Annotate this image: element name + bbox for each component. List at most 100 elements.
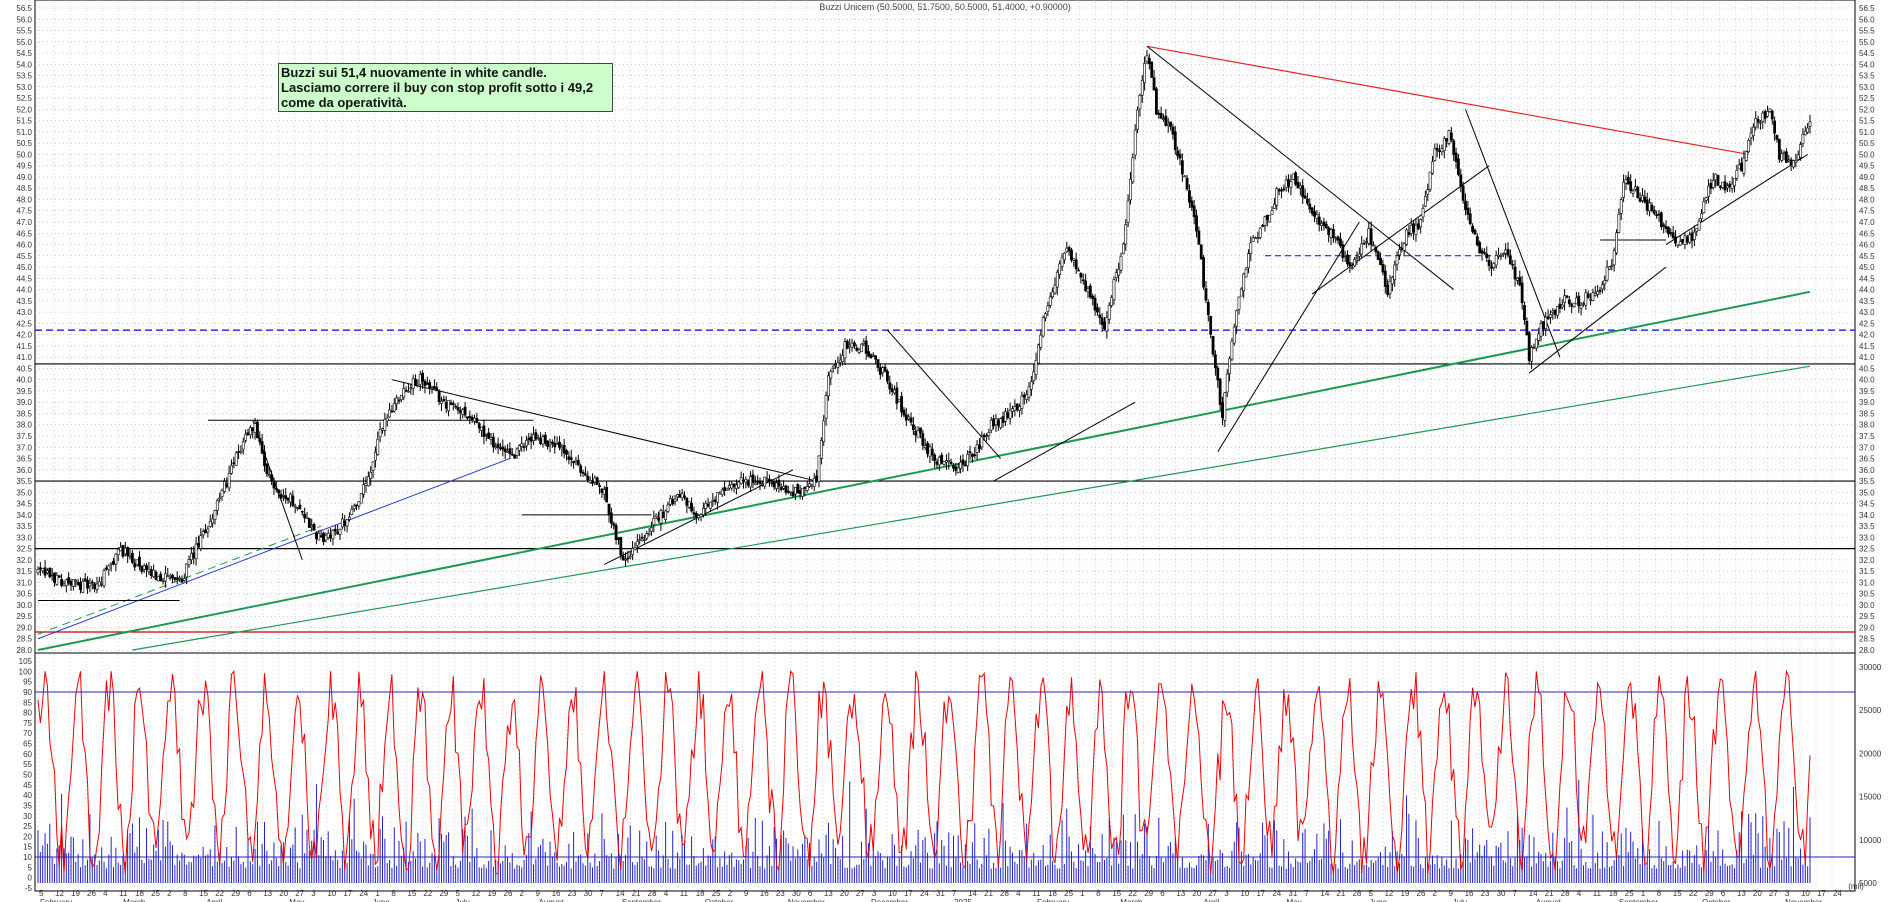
candle-body [1362, 243, 1366, 245]
candle-body [1761, 112, 1765, 122]
candle-body [494, 446, 498, 449]
candle-body [1697, 220, 1701, 231]
candle-body [1648, 202, 1651, 212]
candle-body [1553, 309, 1557, 315]
day-tick: 13 [1176, 889, 1185, 898]
candle-body [1350, 267, 1354, 269]
candle-body [683, 495, 686, 498]
day-tick: 30 [792, 889, 801, 898]
candle-body [1155, 88, 1158, 115]
candle-body [779, 487, 783, 490]
price-tick-right: 56.5 [1859, 4, 1875, 13]
candle-body [1789, 159, 1793, 166]
candle-body [1171, 126, 1175, 135]
candle-body [324, 534, 328, 541]
volume-tick: 20000 [1859, 749, 1882, 758]
month-label: November [788, 898, 825, 902]
candle-body [1357, 253, 1361, 257]
candle-body [1100, 317, 1104, 325]
candle-body [1390, 276, 1394, 285]
candle-body [1662, 224, 1666, 227]
candle-body [657, 517, 660, 521]
trend-line-black [1665, 153, 1808, 245]
candle-body [366, 476, 370, 486]
candle-body [676, 494, 679, 498]
price-tick-left: 45.0 [16, 263, 32, 272]
day-tick: 31 [1288, 889, 1297, 898]
candle-body [626, 557, 630, 560]
candle-body [1275, 188, 1279, 206]
candle-body [1457, 158, 1460, 175]
candle-body [831, 366, 835, 369]
candle-body [241, 441, 245, 450]
day-tick: 28 [648, 889, 657, 898]
candle-body [1287, 179, 1290, 187]
price-tick-left: 38.0 [16, 421, 32, 430]
volume-unit-label: (mil) [1848, 882, 1864, 891]
candle-body [1015, 403, 1019, 411]
candle-body [1426, 189, 1430, 195]
candle-body [968, 451, 972, 454]
candle-body [305, 516, 309, 519]
note-line-3: come da operatività. [281, 95, 407, 110]
volume-tick: 15000 [1859, 793, 1882, 802]
candle-body [1204, 288, 1208, 301]
day-tick: 9 [744, 889, 749, 898]
candle-body [1020, 395, 1024, 409]
candle-body [1296, 181, 1300, 189]
candle-body [1669, 232, 1673, 234]
candle-body [1667, 227, 1670, 235]
price-tick-right: 36.0 [1859, 466, 1875, 475]
candle-body [213, 510, 217, 520]
candle-body [1183, 175, 1187, 178]
candle-body [586, 475, 590, 481]
candle-body [1780, 153, 1784, 161]
candle-body [1423, 195, 1427, 207]
candle-body [1475, 236, 1479, 246]
candle-body [812, 477, 816, 487]
candle-body [1468, 213, 1472, 225]
candle-body [1145, 55, 1149, 63]
candle-body [588, 480, 592, 483]
oscillator-tick: 85 [23, 698, 32, 707]
candle-body [591, 480, 594, 484]
day-tick: 4 [1577, 889, 1582, 898]
candle-body [697, 515, 701, 519]
candle-body [1268, 214, 1272, 223]
candle-body [602, 489, 606, 495]
candle-body [385, 417, 389, 422]
candle-body [1520, 282, 1524, 304]
day-tick: 27 [1769, 889, 1778, 898]
candle-body [1756, 119, 1760, 123]
candle-body [768, 479, 771, 481]
price-tick-left: 50.0 [16, 150, 32, 159]
candle-body [1626, 176, 1630, 185]
candle-body [900, 396, 903, 413]
candle-body [1747, 140, 1751, 153]
price-tick-left: 38.5 [16, 409, 32, 418]
candle-body [1060, 257, 1064, 267]
indicator-panel-frame [34, 652, 1856, 892]
candle-body [1636, 186, 1640, 199]
candle-body [142, 565, 146, 570]
price-tick-left: 29.0 [16, 623, 32, 632]
candle-body [1327, 227, 1331, 235]
candle-body [1407, 232, 1411, 235]
price-tick-right: 53.0 [1859, 83, 1875, 92]
horizontal-levels [35, 329, 1855, 858]
candle-body [477, 423, 481, 429]
candle-body [258, 437, 262, 443]
candle-body [527, 437, 531, 440]
candle-body [192, 552, 196, 559]
candle-body [572, 460, 576, 464]
day-tick: 8 [1657, 889, 1662, 898]
candle-body [1681, 238, 1684, 243]
candle-body [1393, 264, 1397, 281]
candle-body [232, 462, 236, 465]
candle-body [1482, 251, 1486, 254]
price-tick-right: 41.0 [1859, 353, 1875, 362]
day-tick: 26 [504, 889, 513, 898]
candle-body [732, 483, 736, 488]
day-tick: 13 [1737, 889, 1746, 898]
